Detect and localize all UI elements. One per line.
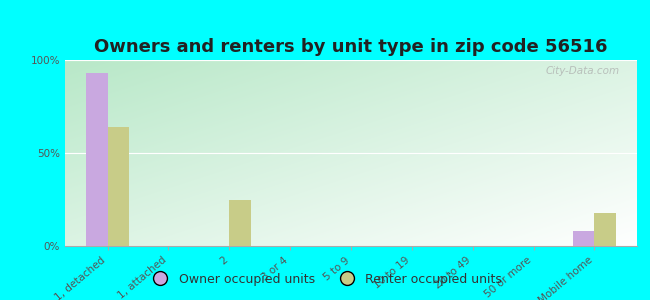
Bar [229, 200, 251, 246]
Title: Owners and renters by unit type in zip code 56516: Owners and renters by unit type in zip c… [94, 38, 608, 56]
Bar [594, 212, 616, 246]
Bar [108, 127, 129, 246]
Bar [573, 231, 594, 246]
Legend: Owner occupied units, Renter occupied units: Owner occupied units, Renter occupied un… [143, 268, 507, 291]
Text: City-Data.com: City-Data.com [546, 66, 620, 76]
Bar [86, 73, 108, 246]
